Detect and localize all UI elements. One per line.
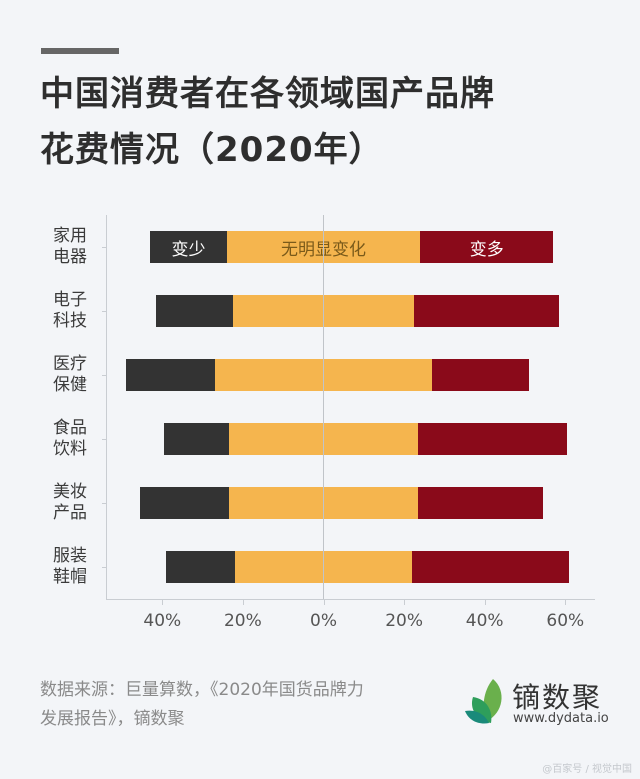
diverging-bar-chart: 家用电器变少无明显变化变多电子科技医疗保健食品饮料美妆产品服装鞋帽 40% 20% 0… [0,215,640,631]
y-axis-line [106,215,107,599]
x-axis-line [106,599,595,600]
x-tick-label: 0% [310,611,337,631]
category-label-line: 科技 [53,311,87,331]
x-tick-label: 20% [385,611,423,631]
bar-row [0,359,640,391]
bar-row: 变少无明显变化变多 [0,231,640,263]
category-label-line: 医疗 [53,354,87,374]
bar-segment-less [140,487,229,519]
category-label: 家用 电器 [40,226,100,268]
y-tick [102,375,106,376]
bar-row [0,295,640,327]
x-tick-label: 40% [143,611,182,631]
bar-segment-more: 变多 [420,231,554,263]
x-tick-label: 60% [546,611,585,631]
bar-segment-less [126,359,215,391]
bar-segment-more [412,551,570,583]
title-line-2: 花费情况（2020年） [40,130,384,170]
bar-segment-less: 变少 [150,231,227,263]
category-label-line: 电子 [53,290,87,310]
x-tick [324,599,325,605]
x-tick-label: 40% [465,611,504,631]
title-line-1: 中国消费者在各领域国产品牌 [40,74,495,114]
dydata-leaf-logo-icon [465,679,502,724]
bar-segment-more [418,487,544,519]
category-label-line: 保健 [53,375,87,395]
y-tick [102,247,106,248]
y-tick [102,439,106,440]
bar-segment-less [156,295,233,327]
x-tick [404,599,405,605]
x-tick [243,599,244,605]
category-label-line: 服装 [53,546,87,566]
bar-segment-more [414,295,560,327]
chart-title: 中国消费者在各领域国产品牌 花费情况（2020年） [40,66,495,178]
watermark: @百家号 / 视觉中国 [542,764,632,775]
y-tick [102,503,106,504]
bar-row [0,487,640,519]
legend-label-less: 变少 [171,239,206,260]
bar-row [0,551,640,583]
category-label-line: 产品 [53,503,87,523]
category-label: 医疗 保健 [40,354,100,396]
category-label: 食品 饮料 [40,418,100,460]
category-label-line: 电器 [53,247,87,267]
category-label: 服装 鞋帽 [40,546,100,588]
category-label: 美妆 产品 [40,482,100,524]
zero-reference-line [323,215,324,599]
x-tick-label: 20% [223,611,262,631]
x-tick [162,599,163,605]
category-label-line: 美妆 [53,482,87,502]
y-tick [102,567,106,568]
brand-url: www.dydata.io [513,711,609,726]
x-tick [565,599,566,605]
data-source-note: 数据来源：巨量算数，《2020年国货品牌力 发展报告》，镝数聚 [40,676,460,734]
brand-name: 镝数聚 [512,681,603,714]
category-label-line: 鞋帽 [53,567,87,587]
title-decoration-bar [41,48,119,54]
bar-segment-less [164,423,229,455]
legend-label-more: 变多 [469,239,504,260]
bar-segment-more [432,359,530,391]
y-tick [102,311,106,312]
category-label-line: 家用 [53,226,87,246]
bar-row [0,423,640,455]
category-label: 电子 科技 [40,290,100,332]
category-label-line: 饮料 [53,439,87,459]
bar-segment-less [166,551,235,583]
source-line-1: 数据来源：巨量算数，《2020年国货品牌力 [40,680,364,700]
bar-segment-more [418,423,568,455]
x-tick [485,599,486,605]
source-line-2: 发展报告》，镝数聚 [40,709,185,729]
category-label-line: 食品 [53,418,87,438]
